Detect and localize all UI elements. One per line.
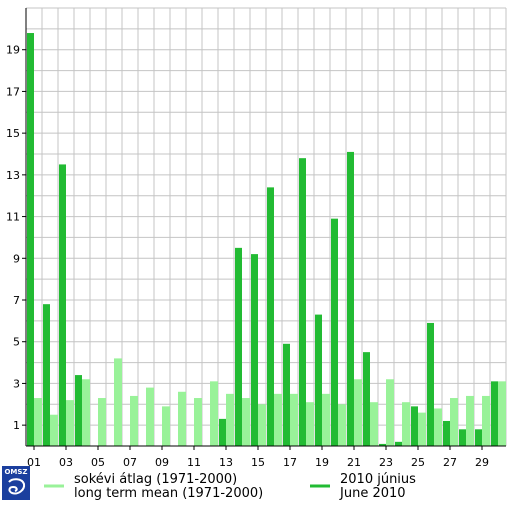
bar-mean bbox=[498, 381, 506, 446]
legend-mean-label-1: sokévi átlag (1971-2000) bbox=[74, 472, 237, 487]
x-tick-label: 13 bbox=[219, 456, 233, 469]
bar-current bbox=[427, 322, 434, 446]
bar-current bbox=[491, 381, 498, 446]
bar-current bbox=[347, 151, 354, 446]
bar-mean bbox=[466, 395, 474, 446]
y-tick-label: 9 bbox=[13, 252, 20, 265]
bar-mean bbox=[98, 398, 106, 446]
y-tick-label: 3 bbox=[13, 377, 20, 390]
bar-mean bbox=[338, 404, 346, 446]
bar-mean bbox=[82, 379, 90, 446]
legend: sokévi átlag (1971-2000) long term mean … bbox=[44, 472, 416, 501]
bar-current bbox=[443, 420, 450, 446]
bar-mean bbox=[386, 379, 394, 446]
bar-current bbox=[75, 375, 82, 446]
x-tick-label: 25 bbox=[411, 456, 425, 469]
logo-swirl-icon bbox=[8, 478, 26, 495]
x-tick-label: 03 bbox=[59, 456, 73, 469]
bar-current bbox=[379, 443, 386, 446]
bar-current bbox=[219, 418, 226, 446]
bar-current bbox=[363, 352, 370, 446]
y-tick-label: 1 bbox=[13, 419, 20, 432]
bar-mean bbox=[482, 395, 490, 446]
bar-current bbox=[331, 218, 338, 446]
x-tick-label: 23 bbox=[379, 456, 393, 469]
x-tick-label: 05 bbox=[91, 456, 105, 469]
bar-mean bbox=[66, 400, 74, 446]
bar-mean bbox=[162, 406, 170, 446]
y-tick-label: 17 bbox=[6, 85, 20, 98]
bar-current bbox=[395, 441, 402, 446]
x-tick-label: 07 bbox=[123, 456, 137, 469]
bar-current bbox=[315, 314, 322, 446]
bar-current bbox=[27, 33, 34, 447]
bar-current bbox=[459, 429, 466, 446]
bar-mean bbox=[450, 398, 458, 446]
bar-current bbox=[283, 343, 290, 446]
x-tick-label: 09 bbox=[155, 456, 169, 469]
bar-mean bbox=[274, 393, 282, 446]
y-tick-label: 11 bbox=[6, 211, 20, 224]
bar-mean bbox=[402, 402, 410, 446]
bar-mean bbox=[34, 398, 42, 446]
x-tick-label: 19 bbox=[315, 456, 329, 469]
bar-mean bbox=[354, 379, 362, 446]
legend-current-label-1: 2010 június bbox=[340, 472, 416, 487]
bar-mean bbox=[322, 393, 330, 446]
y-tick-label: 15 bbox=[6, 127, 20, 140]
x-tick-label: 29 bbox=[475, 456, 489, 469]
x-tick-label: 17 bbox=[283, 456, 297, 469]
bar-mean bbox=[210, 381, 218, 446]
y-tick-label: 19 bbox=[6, 44, 20, 57]
x-tick-label: 11 bbox=[187, 456, 201, 469]
bar-current bbox=[59, 164, 66, 446]
bar-current bbox=[475, 429, 482, 446]
bar-mean bbox=[50, 414, 58, 446]
current-series bbox=[27, 33, 498, 447]
bar-mean bbox=[226, 393, 234, 446]
mean-series bbox=[34, 358, 506, 446]
bar-mean bbox=[370, 402, 378, 446]
bar-mean bbox=[146, 387, 154, 446]
bar-mean bbox=[418, 412, 426, 446]
bar-mean bbox=[306, 402, 314, 446]
bar-current bbox=[299, 158, 306, 446]
bar-current bbox=[43, 304, 50, 446]
axes bbox=[22, 8, 506, 450]
bar-mean bbox=[114, 358, 122, 446]
x-tick-labels: 01 03 05 07 09 11 13 15 17 19 21 23 25 27 29 bbox=[27, 456, 489, 469]
bar-mean bbox=[434, 408, 442, 446]
bar-current bbox=[267, 187, 274, 446]
bar-mean bbox=[258, 404, 266, 446]
x-tick-label: 01 bbox=[27, 456, 41, 469]
bar-mean bbox=[242, 398, 250, 446]
logo-text: OMSZ bbox=[4, 468, 27, 476]
bar-current bbox=[251, 254, 258, 446]
bar-current bbox=[411, 406, 418, 446]
bar-mean bbox=[290, 393, 298, 446]
bar-mean bbox=[194, 398, 202, 446]
x-tick-label: 21 bbox=[347, 456, 361, 469]
legend-current-label-2: June 2010 bbox=[339, 486, 406, 501]
bar-mean bbox=[130, 395, 138, 446]
y-tick-label: 7 bbox=[13, 294, 20, 307]
x-tick-label: 15 bbox=[251, 456, 265, 469]
y-tick-label: 13 bbox=[6, 169, 20, 182]
bar-current bbox=[235, 247, 242, 446]
y-tick-label: 5 bbox=[13, 336, 20, 349]
grid bbox=[25, 7, 507, 446]
omsz-logo: OMSZ bbox=[2, 466, 30, 500]
bar-mean bbox=[178, 391, 186, 446]
legend-mean-label-2: long term mean (1971-2000) bbox=[74, 486, 263, 501]
x-tick-label: 27 bbox=[443, 456, 457, 469]
